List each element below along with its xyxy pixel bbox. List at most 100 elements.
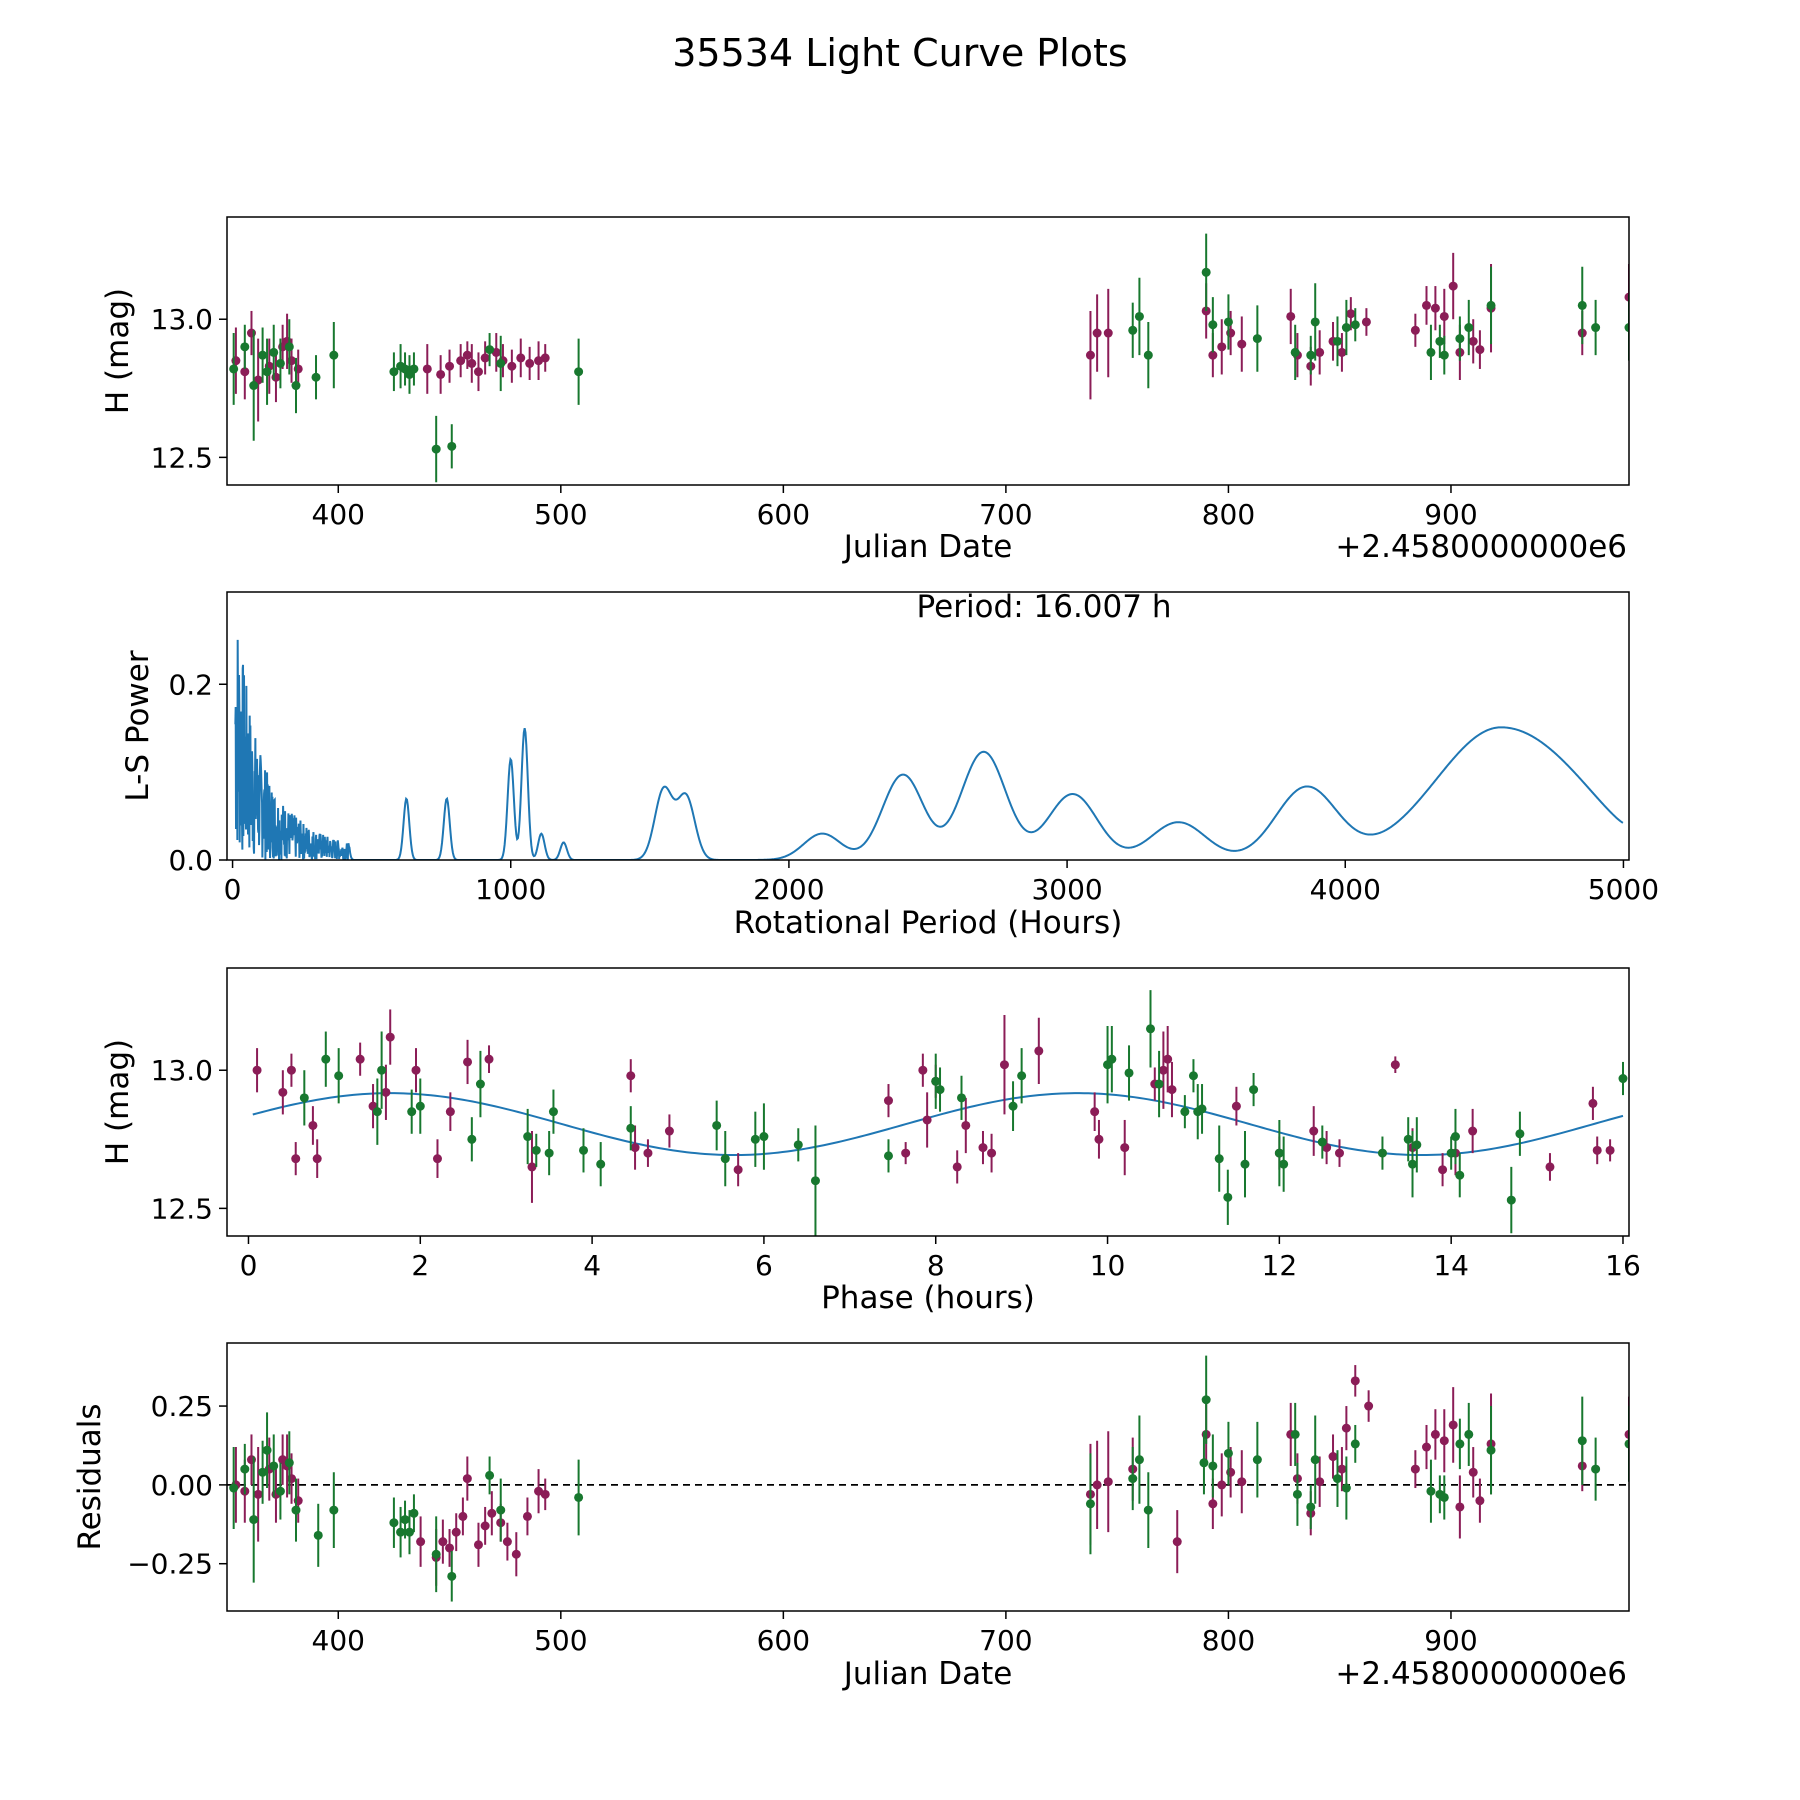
phased-point-band-b [475, 1050, 485, 1118]
data-marker [1085, 350, 1095, 360]
residuals-point-band-a [1237, 1450, 1247, 1514]
periodogram-ytick-label: 0.2 [168, 668, 213, 701]
lightcurve-point-band-b [1252, 305, 1262, 372]
data-marker [496, 1505, 506, 1515]
data-marker [1197, 1104, 1207, 1114]
data-marker [1605, 1145, 1615, 1155]
data-marker [1279, 1159, 1289, 1169]
residuals-point-band-b [1439, 1475, 1449, 1520]
data-marker [1092, 1480, 1102, 1490]
lightcurve-point-band-a [445, 349, 455, 383]
data-marker [1092, 328, 1102, 338]
phased-point-band-b [935, 1067, 945, 1112]
data-marker [1426, 347, 1436, 357]
phased-point-band-a [626, 1059, 636, 1093]
data-marker [1430, 303, 1440, 313]
data-marker [1545, 1162, 1555, 1172]
phased-point-band-b [299, 1070, 309, 1126]
data-marker [1252, 1455, 1262, 1465]
data-marker [1515, 1129, 1525, 1139]
data-marker [355, 1054, 365, 1064]
phased-point-band-a [527, 1131, 537, 1203]
periodogram-ylabel: L-S Power [120, 650, 156, 801]
data-marker [411, 1065, 421, 1075]
data-marker [1317, 1137, 1327, 1147]
data-marker [284, 1458, 294, 1468]
data-marker [407, 1107, 417, 1117]
phased-point-band-b [1249, 1072, 1259, 1107]
residuals-point-band-b [1310, 1415, 1320, 1504]
lightcurve-point-band-a [516, 338, 526, 378]
phased-point-band-b [377, 1031, 387, 1109]
data-marker [540, 353, 550, 363]
periodogram-xtick-label: 1000 [475, 873, 546, 906]
residuals-ticks: 400 500 600 700 800 900 −0.25 0.00 0.25 [127, 1390, 1478, 1657]
phased-plot-area [252, 990, 1628, 1236]
phased-xlabel: Phase (hours) [821, 1280, 1035, 1316]
data-marker [484, 1054, 494, 1064]
data-marker [321, 1054, 331, 1064]
lightcurve-xlabel: Julian Date [842, 529, 1013, 565]
data-marker [579, 1145, 589, 1155]
data-marker [313, 1530, 323, 1540]
residuals-point-band-b [1455, 1418, 1465, 1470]
lightcurve-point-band-b [431, 415, 441, 483]
lightcurve-point-band-b [1464, 299, 1474, 356]
data-marker [1361, 317, 1371, 327]
data-marker [1306, 1502, 1316, 1512]
residuals-point-band-b [291, 1478, 301, 1542]
data-marker [451, 1527, 461, 1537]
phased-axes-frame [226, 967, 1630, 1237]
data-marker [1410, 1464, 1420, 1474]
lightcurve-point-band-a [480, 341, 490, 375]
phased-point-band-a [1438, 1153, 1448, 1187]
data-marker [793, 1140, 803, 1150]
data-marker [496, 358, 506, 368]
residuals-point-band-a [1455, 1475, 1465, 1539]
lightcurve-point-band-b [1624, 294, 1629, 361]
lightcurve-point-band-b [1223, 294, 1233, 350]
data-marker [883, 1096, 893, 1106]
data-marker [253, 1489, 263, 1499]
lightcurve-point-band-b [485, 333, 495, 367]
residuals-xtick-label: 400 [312, 1624, 365, 1657]
data-marker [312, 1154, 322, 1164]
data-marker [574, 367, 584, 377]
data-marker [1468, 1467, 1478, 1477]
phased-point-band-a [1605, 1139, 1615, 1162]
data-marker [952, 1162, 962, 1172]
lightcurve-ytick-label: 12.5 [151, 441, 213, 474]
phased-point-band-b [793, 1128, 803, 1162]
residuals-point-band-a [502, 1522, 512, 1561]
data-marker [1120, 1143, 1130, 1153]
phased-point-band-b [579, 1128, 589, 1173]
phased-ytick-label: 13.0 [151, 1054, 213, 1087]
residuals-point-band-a [473, 1522, 483, 1567]
lightcurve-point-band-a [1092, 294, 1102, 372]
residuals-point-band-b [249, 1456, 259, 1583]
residuals-point-band-b [485, 1456, 495, 1495]
phased-point-band-b [712, 1100, 722, 1151]
data-marker [626, 1123, 636, 1133]
data-marker [1310, 317, 1320, 327]
phased-marks [252, 990, 1628, 1236]
data-marker [473, 367, 483, 377]
phased-ylabel: H (mag) [100, 1039, 136, 1165]
data-marker [1332, 336, 1342, 346]
lightcurve-point-band-b [1128, 302, 1138, 358]
data-marker [1455, 334, 1465, 344]
phased-point-band-a [1468, 1108, 1478, 1154]
phased-point-band-a [1390, 1056, 1400, 1073]
data-marker [1337, 347, 1347, 357]
lightcurve-point-band-a [1430, 286, 1440, 331]
data-marker [712, 1120, 722, 1130]
lightcurve-point-band-a [525, 346, 535, 381]
residuals-point-band-a [1410, 1450, 1420, 1489]
data-marker [1618, 1074, 1628, 1084]
lightcurve-point-band-a [1361, 308, 1371, 336]
data-marker [1237, 339, 1247, 349]
data-marker [1435, 336, 1445, 346]
residuals-point-band-b [1223, 1421, 1233, 1485]
data-marker [311, 372, 321, 382]
lightcurve-point-band-b [284, 319, 294, 375]
